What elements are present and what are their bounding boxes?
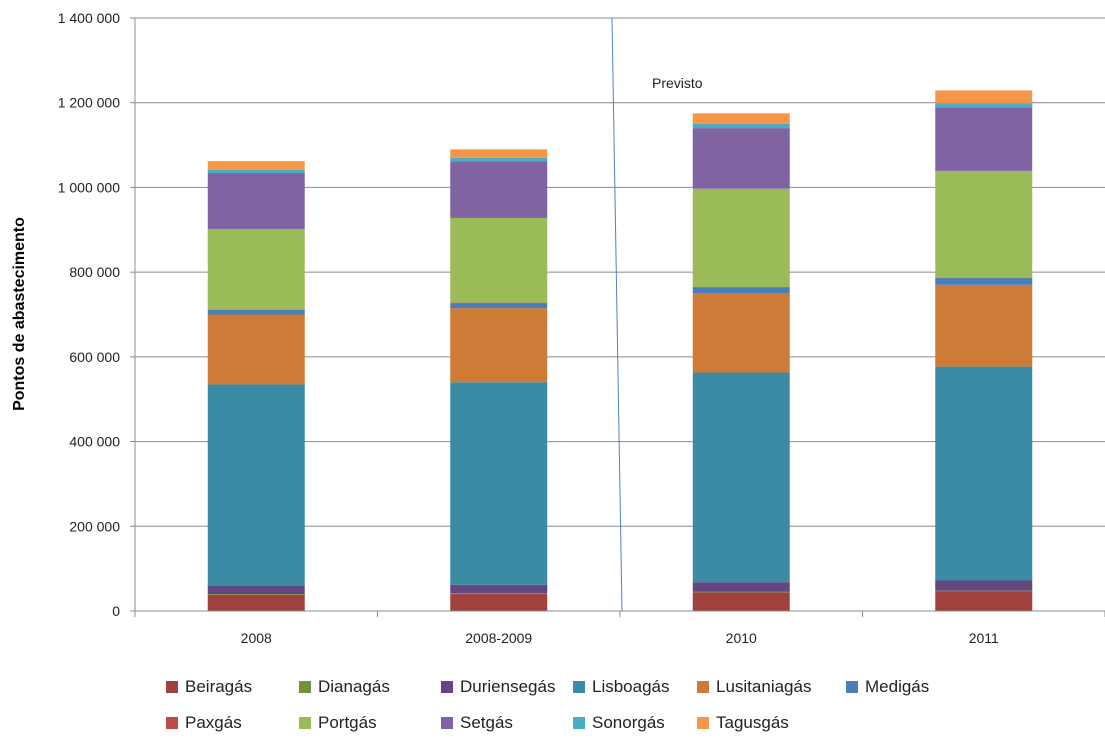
bar-segment xyxy=(450,585,547,593)
legend-item: Tagusgás xyxy=(697,710,789,736)
bar-segment xyxy=(208,173,305,229)
bar-segment xyxy=(450,382,547,584)
bar-segment xyxy=(208,586,305,594)
bar-segment xyxy=(450,149,547,157)
x-axis: 2008 2008-2009 2010 2011 xyxy=(135,611,1105,646)
legend-item: Beiragás xyxy=(166,674,252,700)
bar-segment xyxy=(208,595,305,611)
legend-item: Setgás xyxy=(441,710,513,736)
bar-segment xyxy=(450,593,547,594)
legend-label: Lisboagás xyxy=(592,677,670,697)
y-axis-label: Pontos de abastecimento xyxy=(11,217,28,411)
legend-swatch xyxy=(573,717,585,729)
bar-segment xyxy=(693,124,790,128)
bar-segment xyxy=(208,384,305,585)
bar-segment xyxy=(935,278,1032,285)
y-tick-label: 1 000 000 xyxy=(58,179,120,195)
legend-swatch xyxy=(697,681,709,693)
y-tick-label: 1 200 000 xyxy=(58,95,120,111)
bar-segment xyxy=(208,594,305,595)
y-tick-label: 0 xyxy=(112,603,120,619)
legend-label: Portgás xyxy=(318,713,377,733)
bar-segment xyxy=(693,293,790,372)
bar-segment xyxy=(693,582,790,591)
legend-swatch xyxy=(299,681,311,693)
bar-segment xyxy=(450,308,547,382)
legend-label: Sonorgás xyxy=(592,713,665,733)
legend-swatch xyxy=(441,681,453,693)
bar-segment xyxy=(935,367,1032,581)
bar-segment xyxy=(450,594,547,611)
bars xyxy=(208,90,1033,611)
bar-segment xyxy=(935,285,1032,367)
legend-swatch xyxy=(441,717,453,729)
x-tick-label: 2010 xyxy=(726,630,757,646)
legend-label: Duriensegás xyxy=(460,677,555,697)
bar-segment xyxy=(208,170,305,173)
legend-label: Setgás xyxy=(460,713,513,733)
legend-swatch xyxy=(697,717,709,729)
legend-label: Tagusgás xyxy=(716,713,789,733)
legend-label: Paxgás xyxy=(185,713,242,733)
legend-item: Sonorgás xyxy=(573,710,665,736)
bar-segment xyxy=(208,161,305,169)
bar-segment xyxy=(450,218,547,303)
y-tick-label: 800 000 xyxy=(69,264,120,280)
legend-swatch xyxy=(846,681,858,693)
bar-segment xyxy=(935,103,1032,107)
x-tick-label: 2008 xyxy=(241,630,272,646)
bar-segment xyxy=(450,158,547,161)
bar-segment xyxy=(208,315,305,385)
legend-item: Dianagás xyxy=(299,674,390,700)
legend-label: Dianagás xyxy=(318,677,390,697)
bar-segment xyxy=(208,229,305,309)
forecast-divider-line xyxy=(612,18,622,611)
bar-segment xyxy=(935,90,1032,103)
bar-segment xyxy=(693,128,790,189)
bar-segment xyxy=(693,113,790,124)
y-tick-label: 200 000 xyxy=(69,518,120,534)
bar-segment xyxy=(935,591,1032,592)
bar-segment xyxy=(693,592,790,593)
bar-segment xyxy=(935,581,1032,591)
legend-item: Lusitaniagás xyxy=(697,674,811,700)
legend-swatch xyxy=(166,717,178,729)
bar-segment xyxy=(450,303,547,308)
y-tick-label: 1 400 000 xyxy=(58,10,120,26)
bar-segment xyxy=(935,592,1032,611)
legend-item: Duriensegás xyxy=(441,674,555,700)
legend-row: Beiragás Dianagás Duriensegás Lisboagás Lusi… xyxy=(166,674,966,710)
legend: Beiragás Dianagás Duriensegás Lisboagás Lusi… xyxy=(166,674,966,746)
x-tick-label: 2008-2009 xyxy=(465,630,532,646)
legend-label: Beiragás xyxy=(185,677,252,697)
legend-swatch xyxy=(299,717,311,729)
legend-item: Portgás xyxy=(299,710,377,736)
bar-segment xyxy=(935,107,1032,171)
bar-segment xyxy=(693,189,790,287)
y-tick-label: 600 000 xyxy=(69,349,120,365)
bar-segment xyxy=(693,373,790,583)
forecast-annotation: Previsto xyxy=(652,75,703,91)
bar-segment xyxy=(693,592,790,611)
bar-segment xyxy=(208,310,305,315)
legend-swatch xyxy=(166,681,178,693)
x-tick-label: 2011 xyxy=(969,630,999,646)
bar-segment xyxy=(450,161,547,218)
y-tick-label: 400 000 xyxy=(69,434,120,450)
bar-segment xyxy=(935,171,1032,278)
legend-row: Paxgás Portgás Setgás Sonorgás Tagusgás xyxy=(166,710,966,746)
legend-label: Medigás xyxy=(865,677,929,697)
legend-item: Lisboagás xyxy=(573,674,670,700)
y-axis-ticks: 0 200 000 400 000 600 000 800 000 1 000 000 1 … xyxy=(58,10,135,619)
legend-item: Paxgás xyxy=(166,710,242,736)
legend-swatch xyxy=(573,681,585,693)
legend-item: Medigás xyxy=(846,674,929,700)
legend-label: Lusitaniagás xyxy=(716,677,811,697)
bar-segment xyxy=(693,287,790,293)
